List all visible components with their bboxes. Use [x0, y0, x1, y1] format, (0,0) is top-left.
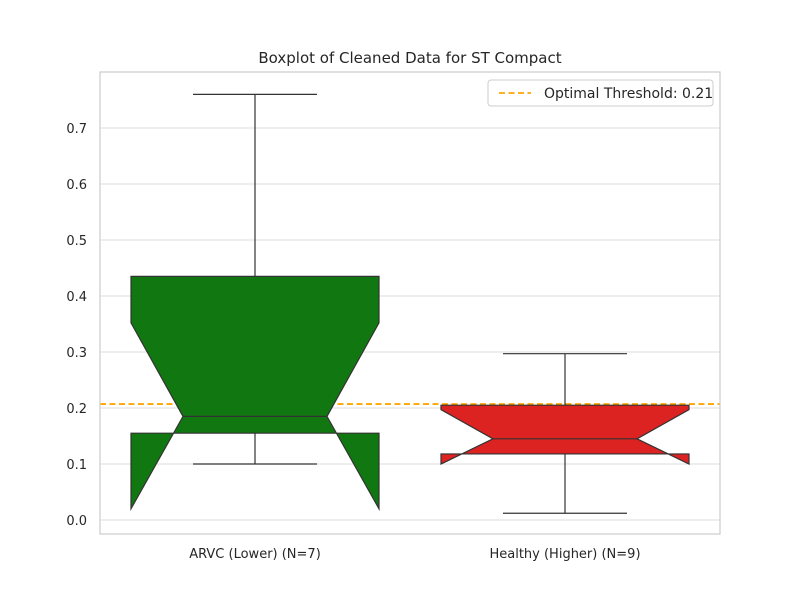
y-tick-label: 0.6 — [66, 178, 87, 193]
y-tick-label: 0.3 — [66, 346, 87, 361]
y-tick-label: 0.2 — [66, 402, 87, 417]
x-tick-labels: ARVC (Lower) (N=7) Healthy (Higher) (N=9) — [189, 547, 640, 562]
box-group — [130, 93, 380, 512]
legend-threshold-label: Optimal Threshold: 0.21 — [544, 86, 713, 102]
legend: Optimal Threshold: 0.21 — [487, 79, 714, 107]
y-tick-label: 0.1 — [66, 458, 87, 473]
legend-frame — [487, 79, 714, 107]
y-tick-label: 0.0 — [66, 514, 87, 529]
box-group — [440, 353, 690, 514]
plot-area-frame — [99, 71, 721, 535]
boxes-layer — [130, 93, 690, 514]
notched-box — [440, 404, 690, 465]
y-tick-label: 0.5 — [66, 234, 87, 249]
x-category-label: Healthy (Higher) (N=9) — [489, 547, 640, 562]
y-tick-labels: 0.0 0.1 0.2 0.3 0.4 0.5 0.6 0.7 — [66, 122, 87, 529]
x-category-label: ARVC (Lower) (N=7) — [189, 547, 321, 562]
chart-title: Boxplot of Cleaned Data for ST Compact — [258, 49, 561, 67]
notched-box — [130, 275, 380, 512]
y-tick-label: 0.4 — [66, 290, 87, 305]
y-tick-label: 0.7 — [66, 122, 87, 137]
